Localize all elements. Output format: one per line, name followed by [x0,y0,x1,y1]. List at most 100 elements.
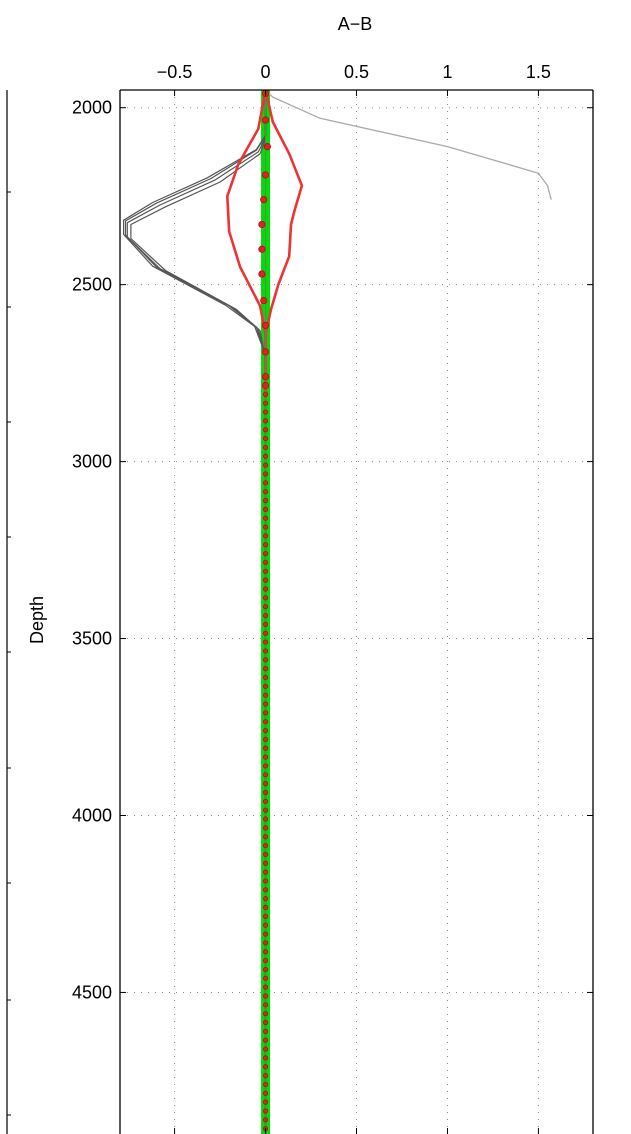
data-point [262,1055,269,1061]
data-point [262,975,269,981]
data-point [262,789,269,796]
x-tick-label: 0.5 [344,62,369,82]
y-tick-label: 2500 [72,275,112,295]
data-point [262,1002,269,1008]
data-point [262,542,269,548]
data-point [262,816,269,822]
envelope-right-line [264,90,304,398]
data-point [262,736,269,743]
x-tick-label: 1 [442,62,452,82]
data-point [262,772,269,778]
data-point [262,878,269,884]
data-point [262,435,269,442]
data-point [262,1099,269,1105]
data-point [262,745,269,751]
data-point [262,418,269,424]
data-point [261,171,270,179]
x-tick-label: 1.5 [526,62,551,82]
outlier-line [265,90,552,200]
data-point [262,453,269,459]
y-tick-labels: 2000 2500 3000 3500 4000 4500 [72,98,112,1003]
plot-content [122,90,552,1134]
data-point [262,931,269,937]
data-point [262,851,269,858]
x-tick-label: −0.5 [157,62,193,82]
data-point [258,270,266,278]
plot-area [122,90,552,1134]
data-point [262,586,269,592]
data-point [261,321,270,329]
data-point [262,400,269,406]
data-point [262,674,269,681]
data-point [262,940,269,946]
data-point [262,391,269,397]
data-point [262,604,269,610]
data-point [262,630,269,636]
data-point [262,1117,269,1123]
data-point [262,409,269,415]
data-point [262,993,269,999]
data-point [262,807,269,813]
data-point [262,896,269,902]
data-point [262,427,269,433]
data-point [262,1046,269,1052]
data-point [262,648,269,654]
data-point [262,887,269,893]
data-point [260,196,268,204]
data-point [262,533,269,539]
data-point [262,1037,269,1043]
data-point [262,559,269,566]
data-point [262,834,269,840]
data-point [262,957,269,964]
axes [119,89,594,1134]
left-panel-ticks [7,191,11,1116]
data-point [262,568,269,574]
data-point [262,489,269,495]
data-point [262,842,269,849]
data-point [262,480,269,486]
data-point [262,524,269,530]
data-point [262,1090,269,1096]
data-point [262,497,269,504]
data-point [262,922,269,928]
data-point [262,1011,269,1017]
x-tick-label: 0 [261,62,271,82]
data-point [262,595,269,601]
data-point [262,639,269,645]
data-point [262,825,269,831]
y-tick-label: 2000 [72,98,112,118]
y-tick-label: 4500 [72,982,112,1002]
data-point [261,373,270,381]
data-point [262,754,269,760]
data-point [262,798,269,804]
data-point [261,381,270,390]
data-point [262,462,269,468]
data-point [262,984,269,990]
data-point [262,869,269,875]
data-point [262,781,269,787]
data-point [262,1081,269,1088]
data-point [262,763,269,769]
data-point [262,612,269,619]
data-point [262,444,269,451]
data-point [261,116,270,124]
data-point [262,506,269,512]
data-point [262,1108,269,1114]
data-point [262,913,269,919]
data-point [262,692,269,698]
data-point [258,220,266,229]
data-point [262,710,269,716]
data-point [262,719,269,725]
y-tick-label: 3500 [72,629,112,649]
y-tick-label: 4000 [72,805,112,825]
data-point [262,577,269,583]
data-point [262,1019,269,1026]
data-point [262,860,269,866]
chart-title: A−B [338,14,373,34]
data-point [262,666,269,672]
data-point [262,657,269,663]
ensemble-line [122,90,267,1134]
ensemble-line [130,90,267,1134]
data-point [262,471,269,477]
